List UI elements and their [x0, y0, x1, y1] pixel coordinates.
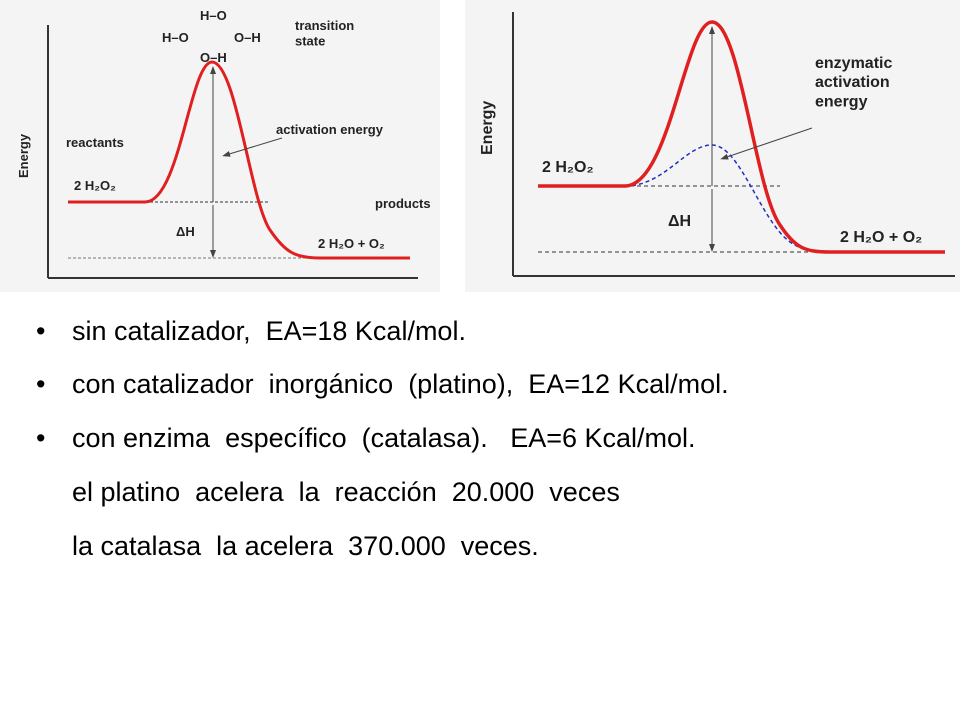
- reactants-label: reactants: [66, 135, 124, 150]
- bullet-dot: •: [36, 316, 45, 346]
- label-line: energy: [815, 93, 868, 110]
- panel: [0, 0, 440, 292]
- note: la catalasa la acelera 370.000 veces.: [72, 531, 539, 561]
- label: transition: [295, 18, 354, 33]
- right-diagram: Energy enzymatic activation energy 2 H₂O₂ …: [465, 0, 960, 292]
- label-line: state: [295, 34, 325, 49]
- molecule-atom: O–H: [234, 30, 261, 45]
- molecule-atom: O–H: [200, 50, 227, 65]
- label: enzymatic: [815, 55, 892, 72]
- reactant-formula: 2 H₂O₂: [74, 178, 116, 193]
- product-formula: 2 H₂O + O₂: [318, 236, 385, 251]
- axis-label: Energy: [479, 101, 496, 155]
- reaction-curve: [68, 60, 410, 260]
- bullet: sin catalizador, EA=18 Kcal/mol.: [72, 316, 466, 346]
- pointer: [720, 127, 813, 160]
- products-label: products: [375, 196, 431, 211]
- activation-label: activation energy: [276, 122, 384, 137]
- bullet: con enzima específico (catalasa). EA=6 K…: [72, 423, 696, 453]
- transition-label: transition state: [295, 18, 354, 49]
- label-line: activation: [815, 74, 890, 91]
- bullets: • sin catalizador, EA=18 Kcal/mol. • con…: [36, 316, 729, 561]
- pointer: [222, 137, 283, 157]
- note: el platino acelera la reacción 20.000 ve…: [72, 477, 620, 507]
- bullet-dot: •: [36, 423, 45, 453]
- axis-label: Energy: [16, 133, 31, 178]
- reaction-curve: [538, 20, 945, 254]
- molecule-atom: H–O: [200, 8, 227, 23]
- reactant-formula: 2 H₂O₂: [542, 159, 594, 176]
- bullet-dot: •: [36, 369, 45, 399]
- product-formula: 2 H₂O + O₂: [840, 229, 922, 246]
- left-diagram: Energy H–O H–O O–H O–H transition state r…: [0, 0, 440, 292]
- delta-label: ΔH: [176, 224, 195, 239]
- enzyme-label: enzymatic activation energy: [815, 55, 892, 110]
- bullet: con catalizador inorgánico (platino), EA…: [72, 369, 729, 399]
- molecule-atom: H–O: [162, 30, 189, 45]
- delta-label: ΔH: [668, 213, 691, 230]
